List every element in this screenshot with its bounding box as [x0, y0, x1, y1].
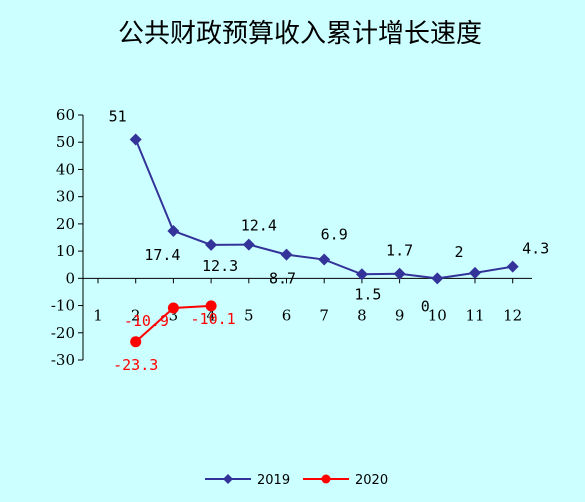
x-tick-label: 9: [395, 306, 405, 324]
data-point-2019: [318, 253, 331, 266]
x-tick-label: 2: [131, 306, 141, 324]
chart-series: [129, 133, 519, 348]
y-tick-label: -20: [51, 324, 75, 342]
data-point-2019: [167, 224, 180, 237]
data-point-2019: [242, 238, 255, 251]
data-point-2019: [431, 272, 444, 285]
y-tick-label: 0: [65, 269, 75, 287]
data-point-2019: [355, 268, 368, 281]
data-point-2019: [506, 260, 519, 273]
x-tick-label: 10: [428, 306, 447, 324]
data-point-2020: [205, 300, 217, 312]
data-point-2020: [167, 302, 179, 314]
data-point-2019: [129, 133, 142, 146]
chart-legend: 2019 2020: [205, 473, 388, 488]
y-tick-label: -30: [51, 351, 75, 369]
x-tick-label: 12: [503, 306, 522, 324]
y-tick-label: 30: [56, 188, 75, 206]
x-tick-label: 6: [282, 306, 292, 324]
x-tick-label: 5: [244, 306, 254, 324]
data-label-2019: 2: [454, 243, 463, 261]
legend-label-2019: 2019: [257, 473, 290, 488]
x-tick-label: 11: [465, 306, 484, 324]
y-tick-label: 60: [56, 106, 75, 124]
y-tick-label: 40: [56, 160, 75, 178]
data-label-2019: 12.3: [202, 257, 238, 275]
x-tick-label: 1: [93, 306, 103, 324]
legend-marker-2020: [321, 474, 331, 484]
data-label-2020: -10.1: [191, 310, 236, 328]
x-tick-label: 8: [357, 306, 367, 324]
data-point-2019: [280, 248, 293, 261]
data-label-2019: 51: [109, 108, 127, 126]
legend-marker-2019: [223, 474, 233, 484]
data-point-2019: [393, 267, 406, 280]
data-label-2019: 0: [421, 297, 430, 315]
x-tick-label: 7: [319, 306, 329, 324]
y-tick-label: 20: [56, 215, 75, 233]
y-tick-label: -10: [51, 297, 75, 315]
chart-title: 公共财政预算收入累计增长速度: [118, 19, 482, 49]
data-point-2019: [469, 266, 481, 279]
data-label-2020: -10.9: [124, 312, 169, 330]
legend-label-2020: 2020: [355, 473, 388, 488]
data-label-2019: 8.7: [269, 270, 296, 288]
chart-data-labels: 51 17.4 12.3 12.4 8.7 6.9 1.5 1.7 0 2 4.3 -23.3 -10.…: [109, 108, 550, 374]
data-label-2020: -23.3: [113, 356, 158, 374]
data-point-2020: [130, 336, 142, 348]
data-label-2019: 6.9: [321, 226, 348, 244]
y-tick-label: 10: [56, 242, 75, 260]
data-label-2019: 17.4: [144, 246, 180, 264]
data-point-2019: [205, 238, 218, 251]
data-label-2019: 1.5: [354, 285, 381, 303]
data-label-2019: 4.3: [522, 240, 549, 258]
y-tick-label: 50: [56, 133, 75, 151]
x-tick-label: 4: [206, 306, 216, 324]
data-label-2019: 1.7: [386, 242, 413, 260]
data-label-2019: 12.4: [241, 217, 277, 235]
x-tick-label: 3: [169, 306, 179, 324]
